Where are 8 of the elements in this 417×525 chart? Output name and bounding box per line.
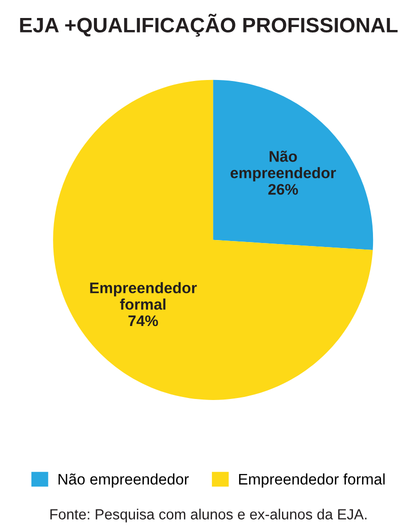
source-note: Fonte: Pesquisa com alunos e ex-alunos da EJA. <box>50 508 366 522</box>
legend-label: Não empreendedor <box>58 473 189 488</box>
data-label: 74% <box>128 315 158 326</box>
data-label: 26% <box>268 184 298 195</box>
slice-label: Empreendedor formal <box>90 282 197 310</box>
slice-label: Não empreendedor <box>230 150 336 182</box>
chart-title: EJA +QUALIFICAÇÃO PROFISSIONAL <box>20 14 398 37</box>
legend-label: Empreendedor formal <box>239 473 385 488</box>
